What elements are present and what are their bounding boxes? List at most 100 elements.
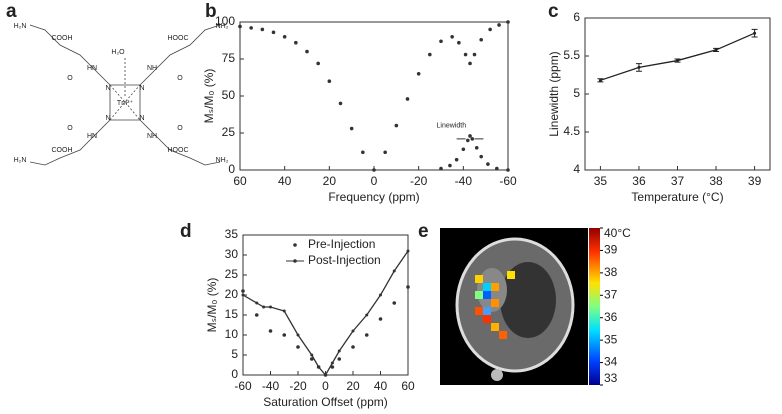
data-point [324, 373, 327, 377]
y-tick-label: 75 [222, 51, 236, 65]
data-point [714, 48, 718, 52]
mri-image [440, 228, 588, 385]
structure-label: HN [87, 65, 97, 72]
data-point [316, 61, 320, 66]
data-point [241, 289, 245, 293]
data-point [439, 39, 443, 44]
data-point [439, 166, 443, 171]
data-point [406, 285, 410, 289]
y-axis-label: Mₛ/M₀ (%) [205, 278, 219, 333]
colorbar-label: 39 [604, 243, 618, 257]
data-point [637, 65, 641, 69]
data-point [392, 269, 396, 273]
structure-label: NH₂ [216, 23, 229, 30]
data-point [260, 27, 265, 32]
colorbar-label: 37 [604, 287, 618, 301]
x-tick-label: 20 [346, 379, 360, 393]
y-tick-label: 10 [225, 327, 239, 341]
data-point [268, 329, 273, 333]
x-tick-label: 36 [632, 174, 646, 188]
data-point [282, 309, 286, 313]
data-point [330, 365, 335, 369]
series-line [600, 32, 755, 81]
annotation: Linewidth [437, 122, 467, 129]
colorbar-label: 36 [604, 310, 618, 324]
data-point [254, 313, 259, 317]
structure-label: H₂O [111, 49, 125, 56]
panel-label: e [418, 221, 429, 242]
structure-label: O [67, 75, 73, 82]
data-point [394, 123, 399, 128]
x-tick-label: 0 [371, 174, 378, 188]
data-point [361, 150, 365, 155]
x-tick-label: 40 [278, 174, 292, 188]
structure-label: N [105, 115, 110, 122]
data-point [330, 361, 334, 365]
y-tick-label: 4 [573, 162, 580, 176]
data-point [349, 126, 354, 131]
structure-label: N [139, 85, 144, 92]
data-point [479, 37, 484, 42]
colorbar-label: 33 [604, 371, 618, 385]
data-point [337, 357, 342, 361]
x-tick-label: 35 [594, 174, 608, 188]
structure-label: O [177, 75, 183, 82]
data-point [351, 329, 355, 333]
x-tick-label: -60 [499, 174, 517, 188]
x-axis-label: Frequency (ppm) [328, 190, 419, 204]
legend-swatch [293, 259, 297, 263]
panel-label: d [180, 221, 192, 242]
y-tick-label: 30 [225, 247, 239, 261]
data-point [379, 293, 382, 297]
x-tick-label: 39 [748, 174, 762, 188]
data-point [466, 138, 470, 143]
y-tick-label: 35 [225, 227, 239, 241]
x-tick-label: -40 [262, 379, 280, 393]
y-tick-label: 0 [231, 367, 238, 381]
structure-label: O [67, 125, 73, 132]
data-point [282, 333, 287, 337]
x-tick-label: -20 [289, 379, 307, 393]
data-point [474, 146, 479, 150]
x-axis-label: Saturation Offset (ppm) [263, 395, 388, 409]
structure-label: O [177, 125, 183, 132]
legend-label: Pre-Injection [308, 237, 375, 251]
data-point [479, 154, 484, 159]
data-point [470, 137, 475, 141]
plot-frame [584, 17, 771, 171]
y-tick-label: 5 [231, 347, 238, 361]
data-point [392, 301, 397, 305]
x-axis-label: Temperature (°C) [631, 190, 723, 204]
colorbar-label: 40°C [604, 226, 631, 240]
data-point [296, 333, 300, 337]
y-axis-label: Mₛ/M₀ (%) [202, 69, 216, 124]
data-point [351, 345, 355, 349]
structure-bonds [29, 24, 221, 166]
y-tick-label: 4.5 [563, 124, 580, 138]
structure-label: COOH [52, 35, 73, 42]
x-tick-label: 60 [401, 379, 415, 393]
data-point [461, 147, 466, 152]
x-tick-label: 20 [323, 174, 337, 188]
x-tick-label: 60 [233, 174, 247, 188]
data-point [506, 20, 510, 24]
data-point [372, 168, 376, 172]
data-point [269, 305, 272, 309]
data-point [255, 301, 259, 305]
y-tick-label: 6 [573, 10, 580, 24]
data-point [282, 35, 287, 39]
data-point [676, 59, 679, 63]
data-point [317, 365, 321, 369]
data-point [454, 157, 459, 162]
data-point [305, 49, 309, 54]
legend-label: Post-Injection [308, 253, 381, 267]
data-point [337, 349, 341, 353]
data-point [428, 52, 432, 57]
x-tick-label: -20 [410, 174, 428, 188]
data-point [405, 97, 410, 101]
panel-label: c [548, 1, 559, 22]
data-point [378, 317, 383, 321]
x-tick-label: -60 [234, 379, 252, 393]
y-tick-label: 0 [228, 162, 235, 176]
